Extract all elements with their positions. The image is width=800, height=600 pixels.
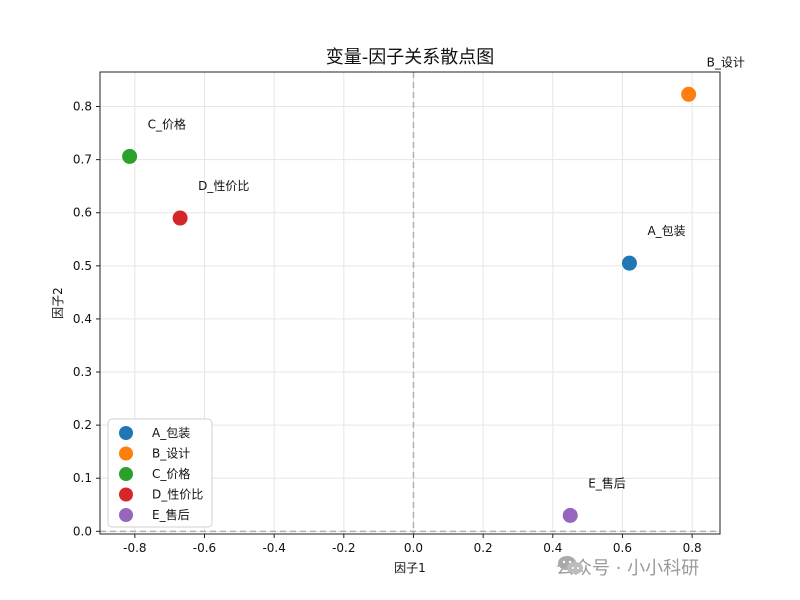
- legend-label-1: B_设计: [152, 447, 190, 461]
- x-axis-label: 因子1: [394, 561, 426, 575]
- y-tick-label-2: 0.2: [73, 418, 92, 432]
- y-tick-label-4: 0.4: [73, 312, 92, 326]
- y-tick-label-8: 0.8: [73, 100, 92, 114]
- chart-title: 变量-因子关系散点图: [326, 47, 495, 68]
- legend-marker-4: [119, 508, 133, 522]
- legend-label-2: C_价格: [152, 466, 190, 481]
- plot-frame: [99, 71, 721, 535]
- legend-label-3: D_性价比: [152, 488, 203, 502]
- point-2: [122, 148, 138, 164]
- legend-marker-2: [119, 467, 133, 481]
- y-axis-label: 因子2: [51, 287, 65, 319]
- x-tick-label-7: 0.6: [613, 541, 632, 555]
- point-label-0: A_包装: [647, 224, 685, 238]
- y-tick-label-1: 0.1: [73, 471, 92, 485]
- x-tick-label-0: -0.8: [123, 541, 146, 555]
- legend-label-0: A_包装: [152, 426, 190, 440]
- y-tick-label-7: 0.7: [73, 153, 92, 167]
- y-tick-label-3: 0.3: [73, 365, 92, 379]
- point-0: [621, 255, 637, 271]
- point-label-1: B_设计: [707, 55, 745, 69]
- legend-marker-3: [119, 487, 133, 502]
- y-tick-label-5: 0.5: [73, 259, 92, 273]
- point-4: [562, 507, 578, 523]
- x-tick-label-3: -0.2: [332, 541, 355, 555]
- x-axis-ticks: -0.8 -0.6 -0.4 -0.2 0.0 0.2 0.4 0.6 0.8: [123, 534, 702, 555]
- y-axis-ticks: 0.0 0.1 0.2 0.3 0.4 0.5 0.6 0.7 0.8: [73, 100, 100, 538]
- x-tick-label-5: 0.2: [474, 541, 493, 555]
- legend-marker-1: [119, 446, 133, 461]
- x-tick-label-4: 0.0: [404, 541, 423, 555]
- legend: A_包装 B_设计 C_价格 D_性价比 E_售后: [107, 418, 213, 528]
- y-tick-label-0: 0.0: [73, 524, 92, 538]
- point-3: [172, 210, 188, 226]
- x-tick-label-2: -0.4: [262, 541, 285, 555]
- legend-marker-0: [119, 426, 133, 440]
- y-tick-label-6: 0.6: [73, 206, 92, 220]
- watermark: 公众号 · 小小科研: [556, 553, 699, 581]
- x-tick-label-1: -0.6: [193, 541, 216, 555]
- data-points: A_包装 B_设计 C_价格 D_性价比 E_售后: [122, 55, 745, 523]
- legend-label-4: E_售后: [152, 507, 190, 522]
- reference-lines: [100, 72, 720, 534]
- wechat-icon: [558, 556, 583, 574]
- x-tick-label-6: 0.4: [543, 541, 562, 555]
- point-label-4: E_售后: [588, 475, 626, 490]
- point-1: [681, 86, 697, 102]
- watermark-text: 公众号 · 小小科研: [556, 558, 700, 579]
- legend-box: [107, 418, 213, 528]
- x-tick-label-8: 0.8: [683, 541, 702, 555]
- point-label-2: C_价格: [148, 116, 186, 131]
- point-label-3: D_性价比: [198, 179, 249, 193]
